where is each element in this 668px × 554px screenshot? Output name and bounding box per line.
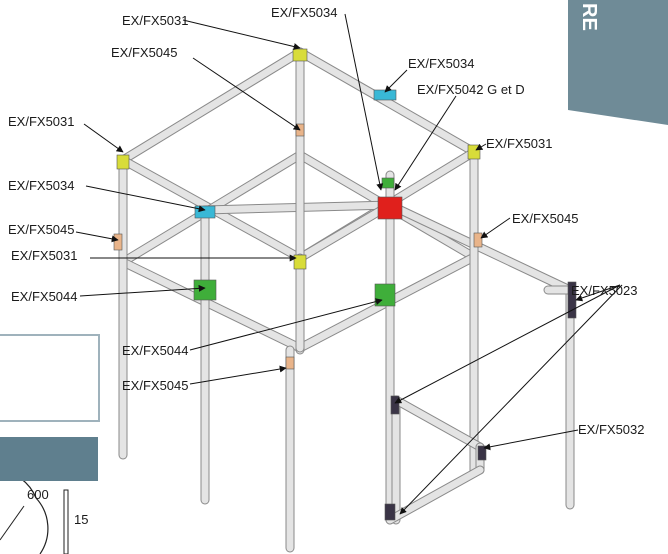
label-5031-mid: EX/FX5031 — [11, 248, 78, 263]
label-5034-left: EX/FX5034 — [8, 178, 75, 193]
label-5044-left: EX/FX5044 — [11, 289, 78, 304]
leader-arrow — [483, 429, 579, 451]
connector-5045-bottom — [285, 356, 295, 370]
dimension-radius-line — [0, 505, 25, 541]
label-top-left-5031: EX/FX5031 — [122, 13, 189, 28]
leader-arrow — [575, 284, 621, 302]
section-header-bar — [0, 437, 98, 481]
label-5032: EX/FX5032 — [578, 422, 645, 437]
label-5045-bottom: EX/FX5045 — [122, 378, 189, 393]
leader-arrow — [83, 123, 124, 153]
leader-arrow — [480, 217, 511, 239]
leader-arrow — [384, 69, 408, 93]
connector-5032 — [477, 445, 487, 461]
label-5034-right: EX/FX5034 — [408, 56, 475, 71]
dimension-15: 15 — [74, 512, 89, 527]
leader-arrow — [85, 185, 206, 213]
label-5031-left: EX/FX5031 — [8, 114, 75, 129]
side-tab-text: RE — [578, 3, 600, 31]
dimension-profile-bar — [63, 489, 69, 554]
connector-5044-mid — [374, 283, 396, 307]
leader-arrow — [189, 298, 383, 351]
leader-arrow — [394, 284, 621, 404]
leader-arrow — [189, 365, 287, 385]
connector-5023-bottom — [384, 503, 396, 521]
label-5045-left: EX/FX5045 — [8, 222, 75, 237]
leader-arrow — [344, 13, 384, 191]
label-5045-right: EX/FX5045 — [512, 211, 579, 226]
leader-arrow — [75, 231, 119, 243]
label-5045-top: EX/FX5045 — [111, 45, 178, 60]
tube — [392, 396, 484, 451]
info-box — [0, 334, 100, 422]
connector-5045-right — [473, 232, 483, 248]
connector-5045-left — [113, 233, 123, 251]
label-top-5034: EX/FX5034 — [271, 5, 338, 20]
connector-5034-top — [292, 48, 308, 62]
tube — [386, 201, 574, 294]
connector-5031-left — [116, 154, 130, 170]
leader-arrow — [475, 143, 487, 151]
label-5023: EX/FX5023 — [571, 283, 638, 298]
side-tab — [568, 0, 668, 125]
label-5044-mid: EX/FX5044 — [122, 343, 189, 358]
tube — [119, 48, 304, 164]
connector-5034-left — [194, 205, 216, 219]
label-5042: EX/FX5042 G et D — [417, 82, 525, 97]
label-5031-right: EX/FX5031 — [486, 136, 553, 151]
leader-arrow — [394, 95, 457, 191]
connector-top-green — [381, 177, 395, 189]
leader-arrow — [79, 284, 206, 297]
dimension-600: 600 — [27, 487, 49, 502]
connector-5042 — [377, 196, 403, 220]
connector-5031-mid — [293, 254, 307, 270]
connector-5044-left — [193, 279, 217, 301]
dimension-arc-detail — [35, 497, 49, 554]
tube — [296, 201, 394, 262]
tube — [119, 258, 304, 352]
connector-5023-mid — [390, 395, 400, 415]
leader-arrow — [192, 57, 301, 131]
connector-5031-right — [467, 144, 481, 160]
leader-arrow — [182, 19, 301, 50]
leader-arrow — [399, 284, 623, 515]
tube — [296, 48, 478, 156]
